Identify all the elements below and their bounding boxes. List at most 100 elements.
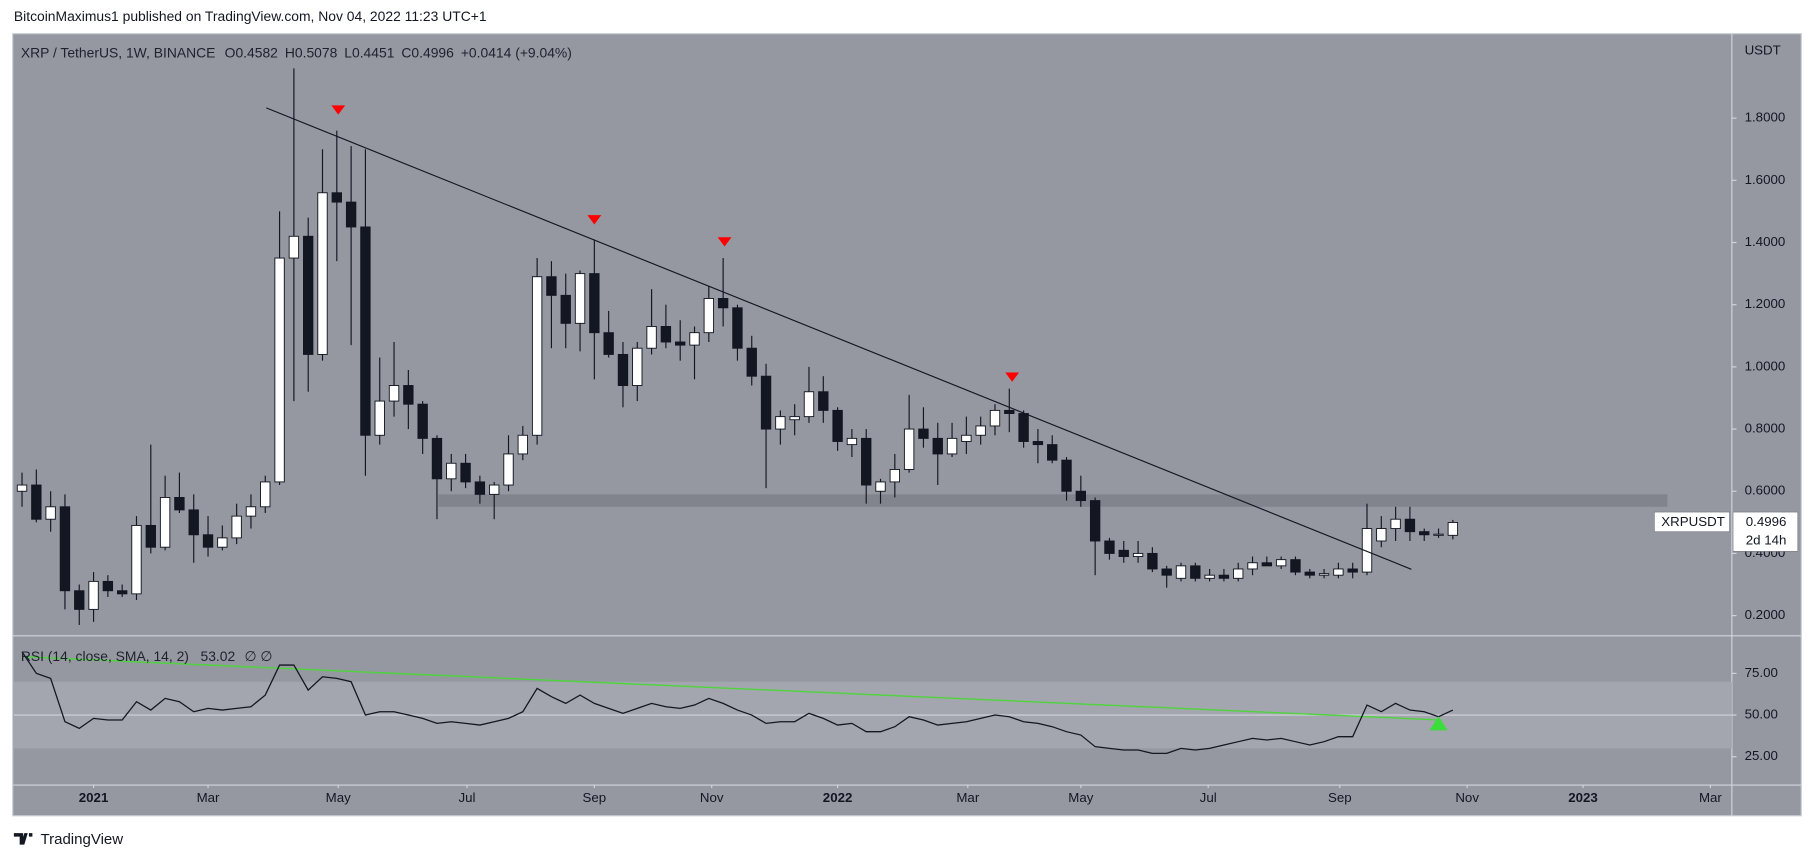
x-tick-label: Jul: [1200, 790, 1217, 805]
candle-body: [59, 506, 71, 592]
candle-body: [531, 276, 543, 436]
candle-body: [989, 409, 1001, 427]
x-tick-label: Mar: [956, 790, 979, 805]
candle-body: [846, 437, 858, 446]
top-marker: [1005, 372, 1020, 382]
candle-body: [775, 416, 786, 430]
candle-body: [159, 496, 171, 548]
y-tick-label: 1.4000: [1745, 234, 1786, 249]
ohlc-value: 0.4582: [235, 44, 278, 60]
candle-body: [374, 400, 385, 436]
candle-body: [1047, 444, 1058, 461]
y-tick-label: 1.0000: [1745, 358, 1786, 373]
rsi-value: 53.02: [201, 648, 236, 664]
candle-body: [116, 590, 128, 595]
candle-body: [1161, 568, 1172, 576]
candle-body: [1275, 559, 1287, 567]
candle-body: [760, 375, 772, 430]
candle-body: [1004, 409, 1015, 414]
candle-body: [646, 325, 657, 349]
price-legend: XRP / TetherUS, 1W, BINANCE O0.4582 H0.507…: [21, 44, 572, 60]
symbol-tag: XRPUSDT: [1661, 514, 1725, 529]
footer-logo: TradingView: [13, 831, 123, 848]
ohlc-value: 0.4996: [411, 44, 454, 60]
candle-body: [1204, 574, 1215, 579]
y-tick-label: 50.00: [1745, 707, 1778, 722]
x-tick-label: May: [326, 790, 351, 805]
candle-body: [903, 428, 915, 470]
candle-body: [961, 434, 972, 442]
candle-body: [875, 481, 886, 492]
candle-body: [345, 201, 357, 228]
candle-body: [474, 481, 486, 495]
ohlc-label: L: [344, 44, 352, 60]
candle-body: [245, 506, 257, 517]
candle-body: [1118, 549, 1129, 558]
footer-text: TradingView: [40, 831, 123, 848]
candle-body: [1390, 518, 1401, 530]
rsi-trendline: [21, 656, 1442, 721]
candle-body: [1333, 568, 1344, 576]
candle-body: [1089, 500, 1101, 542]
change: +0.0414 (+9.04%): [461, 44, 572, 60]
rsi-extra: ∅ ∅: [244, 648, 272, 664]
x-tick-label: Nov: [1455, 790, 1479, 805]
y-tick-label: 1.8000: [1745, 110, 1786, 125]
plot-layer: 0.20000.40000.60000.80001.00001.20001.40…: [13, 68, 1799, 805]
price-tag: 0.4996: [1746, 514, 1787, 529]
candle-body: [1061, 459, 1072, 492]
candle-body: [1290, 559, 1301, 573]
candle-body: [1104, 540, 1115, 554]
x-tick-label: Sep: [1328, 790, 1352, 805]
candle-body: [1304, 571, 1315, 576]
y-tick-label: 0.8000: [1745, 421, 1786, 436]
candle-body: [131, 524, 142, 595]
candle-body: [560, 294, 571, 324]
ohlc-label: C: [401, 44, 411, 60]
candle-body: [503, 453, 514, 486]
candle-body: [45, 506, 56, 520]
candle-body: [417, 403, 428, 439]
candle-body: [1018, 413, 1029, 442]
candle-body: [31, 484, 42, 520]
symbol-title: XRP / TetherUS, 1W, BINANCE: [21, 44, 216, 60]
candle-body: [1190, 565, 1201, 579]
support-zone: [438, 494, 1668, 507]
candle-body: [174, 496, 185, 511]
candle-body: [689, 332, 700, 346]
candle-body: [703, 298, 715, 334]
x-tick-label: Mar: [1699, 790, 1722, 805]
ohlc-value: 0.4451: [352, 44, 395, 60]
x-tick-label: 2021: [79, 790, 109, 805]
candle-body: [1404, 518, 1416, 533]
candle-body: [460, 462, 471, 483]
candle-body: [946, 437, 958, 455]
candle-body: [1218, 574, 1230, 579]
candle-body: [832, 409, 843, 442]
top-marker: [587, 215, 602, 225]
candle-body: [1433, 533, 1444, 536]
y-tick-label: 1.6000: [1745, 172, 1786, 187]
candle-body: [317, 192, 328, 355]
candle-body: [1075, 490, 1087, 502]
candle-body: [1132, 552, 1144, 558]
candle-body: [74, 590, 85, 610]
candle-body: [403, 385, 414, 405]
candle-body: [1247, 562, 1258, 570]
candle-body: [675, 341, 686, 346]
candle-body: [617, 353, 629, 386]
candle-body: [145, 524, 156, 548]
top-marker: [717, 237, 732, 247]
candle-body: [918, 428, 929, 439]
candle-body: [1032, 441, 1044, 446]
candle-body: [975, 425, 986, 436]
top-marker: [331, 105, 346, 115]
candle-body: [717, 298, 729, 309]
candle-body: [517, 434, 528, 455]
candle-body: [88, 580, 99, 610]
candle-body: [746, 347, 757, 377]
candle-body: [789, 416, 800, 421]
candle-body: [1233, 568, 1244, 579]
